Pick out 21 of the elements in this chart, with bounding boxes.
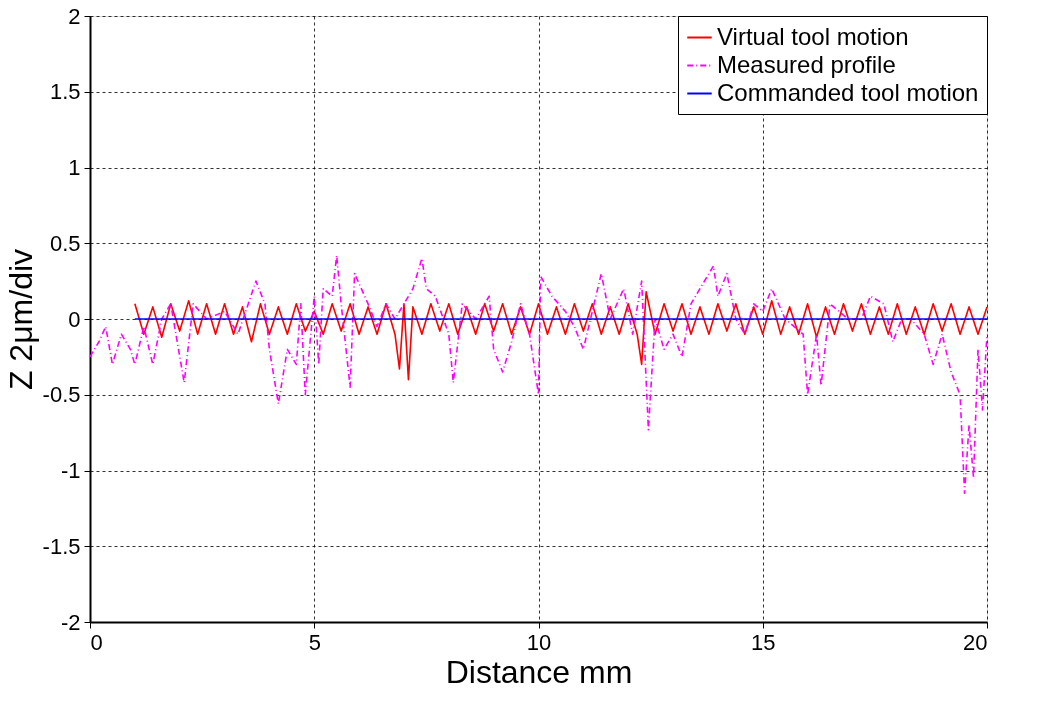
y-tick-label: -1.5 <box>42 533 81 559</box>
x-tick-label: 5 <box>308 629 321 655</box>
legend-label: Measured profile <box>717 50 896 78</box>
x-axis-title: Distance mm <box>445 653 633 690</box>
legend-label: Virtual tool motion <box>717 22 909 50</box>
y-tick-label: 0 <box>68 306 81 332</box>
x-tick-label: 10 <box>526 629 552 655</box>
line-series <box>89 254 988 495</box>
line-series <box>134 290 988 381</box>
x-tick-label: 15 <box>751 629 776 655</box>
legend-label: Commanded tool motion <box>717 78 979 106</box>
y-tick-label: 2 <box>68 3 81 29</box>
y-tick-label: 1.5 <box>49 79 81 105</box>
y-tick-label: 0.5 <box>49 230 81 256</box>
x-tick-label: 0 <box>90 629 103 655</box>
y-axis-title: Z 2μm/div <box>2 248 39 391</box>
x-tick-label: 20 <box>963 629 988 655</box>
y-tick-label: 1 <box>68 155 81 180</box>
y-tick-label: -2 <box>60 609 81 635</box>
y-tick-label: -0.5 <box>42 382 81 408</box>
y-tick-label: -1 <box>60 458 81 483</box>
